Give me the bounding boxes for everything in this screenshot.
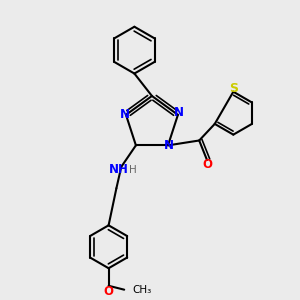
Text: N: N [120,108,130,121]
Text: N: N [174,106,184,119]
Text: N: N [164,139,174,152]
Text: O: O [202,158,212,171]
Text: CH₃: CH₃ [132,285,151,295]
Text: S: S [229,82,238,95]
Text: O: O [103,285,114,298]
Text: NH: NH [108,163,128,176]
Text: H: H [129,165,137,175]
